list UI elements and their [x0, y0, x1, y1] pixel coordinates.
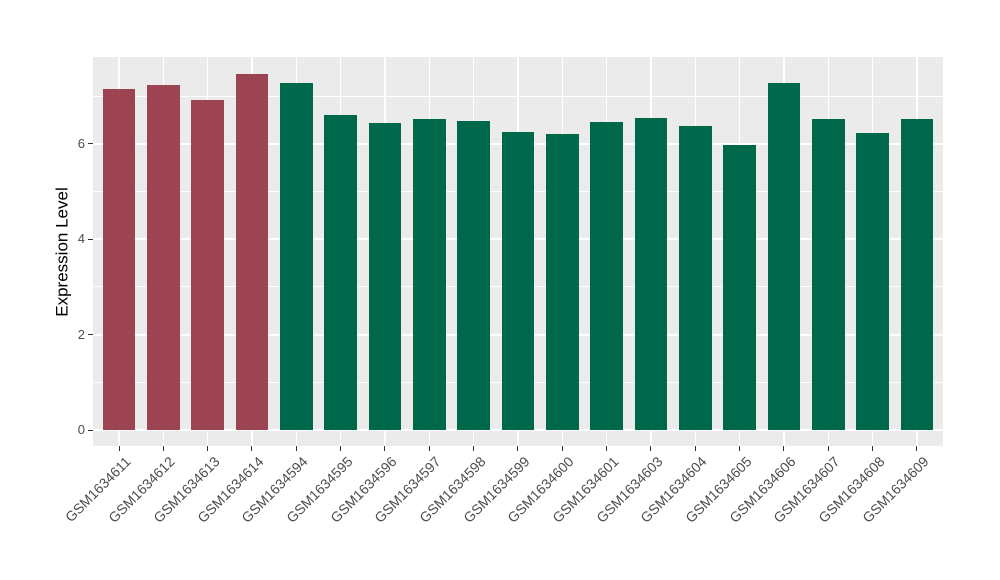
x-tick-mark-GSM1634594: [295, 446, 297, 451]
x-tick-mark-GSM1634612: [162, 446, 164, 451]
x-tick-mark-GSM1634613: [207, 446, 209, 451]
x-tick-mark-GSM1634609: [916, 446, 918, 451]
x-tick-mark-GSM1634611: [118, 446, 120, 451]
x-tick-mark-GSM1634598: [473, 446, 475, 451]
x-tick-mark-GSM1634595: [340, 446, 342, 451]
bar-GSM1634611: [102, 88, 136, 430]
x-tick-mark-GSM1634600: [561, 446, 563, 451]
bar-GSM1634605: [723, 144, 756, 430]
x-tick-mark-GSM1634604: [694, 446, 696, 451]
bar-GSM1634603: [634, 118, 668, 430]
bar-GSM1634599: [501, 131, 535, 430]
plot-panel: [93, 57, 943, 446]
bar-GSM1634597: [413, 118, 446, 430]
bar-GSM1634606: [767, 82, 801, 430]
bar-GSM1634607: [812, 118, 845, 430]
y-tick-mark-4: [88, 238, 93, 240]
y-tick-label-6: 6: [77, 136, 85, 152]
bar-GSM1634596: [368, 123, 402, 430]
x-tick-mark-GSM1634607: [827, 446, 829, 451]
bar-GSM1634598: [457, 120, 490, 430]
x-tick-mark-GSM1634601: [606, 446, 608, 451]
x-tick-mark-GSM1634608: [872, 446, 874, 451]
y-axis-title: Expression Level: [52, 187, 72, 317]
x-tick-mark-GSM1634606: [783, 446, 785, 451]
bar-GSM1634613: [191, 99, 224, 430]
y-tick-label-4: 4: [77, 231, 85, 247]
bar-GSM1634614: [235, 74, 269, 430]
bar-GSM1634601: [590, 122, 623, 430]
bar-GSM1634608: [856, 133, 889, 430]
y-tick-mark-6: [88, 143, 93, 145]
bar-GSM1634594: [280, 83, 313, 430]
y-tick-mark-2: [88, 334, 93, 336]
bar-GSM1634600: [546, 133, 579, 430]
y-tick-label-2: 2: [77, 326, 85, 342]
y-tick-mark-0: [88, 429, 93, 431]
x-tick-mark-GSM1634596: [384, 446, 386, 451]
x-tick-mark-GSM1634614: [251, 446, 253, 451]
bar-GSM1634604: [679, 125, 712, 430]
x-tick-mark-GSM1634605: [739, 446, 741, 451]
y-tick-label-0: 0: [77, 422, 85, 438]
bar-GSM1634595: [324, 115, 357, 430]
x-tick-mark-GSM1634599: [517, 446, 519, 451]
x-tick-mark-GSM1634603: [650, 446, 652, 451]
x-tick-mark-GSM1634597: [428, 446, 430, 451]
bar-GSM1634612: [147, 84, 180, 430]
bar-GSM1634609: [900, 118, 934, 430]
